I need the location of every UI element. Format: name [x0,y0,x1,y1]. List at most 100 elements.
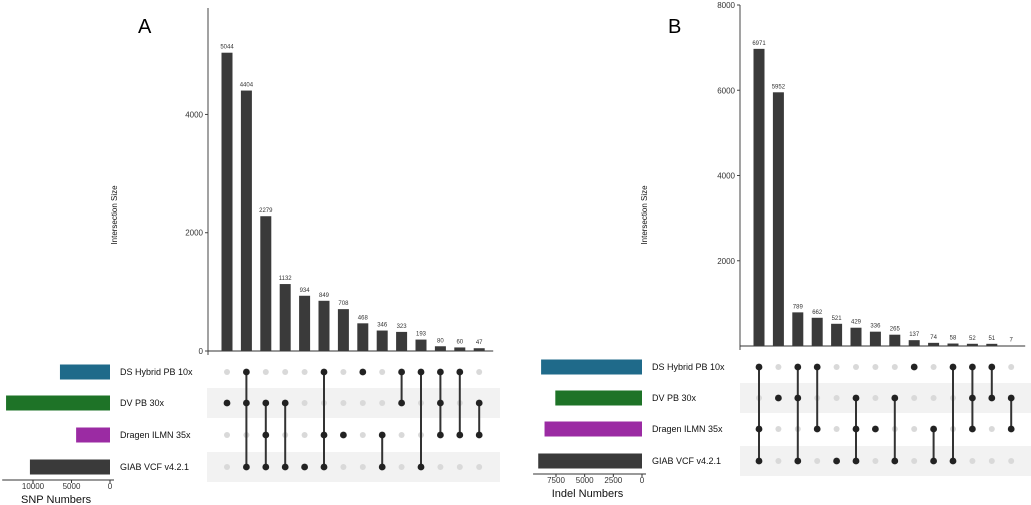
intersection-bar [850,327,862,346]
bar-value-label: 662 [812,310,823,316]
y-axis-title: Intersection Size [110,185,119,245]
bar-value-label: 58 [950,336,957,342]
matrix-dot-active [475,431,483,439]
bar-value-label: 6971 [752,41,766,47]
matrix-dot-inactive [891,364,898,370]
matrix-dot-active [262,399,270,407]
matrix-dot-active [949,457,957,465]
matrix-dot-active [281,399,289,407]
intersection-bar [908,340,920,346]
bar-value-label: 346 [377,323,388,329]
matrix-dot-active [852,425,860,433]
matrix-dot-active [223,399,231,407]
bar-value-label: 323 [397,324,408,330]
matrix-dot-active [378,463,386,471]
bar-value-label: 74 [930,335,937,341]
set-size-axis-title: SNP Numbers [21,494,92,505]
y-axis-title: Intersection Size [640,185,649,245]
matrix-dot-inactive [833,395,840,401]
matrix-dot-active [891,457,899,465]
matrix-dot-active [475,399,483,407]
matrix-dot-inactive [872,458,879,464]
matrix-dot-active [852,457,860,465]
bar-value-label: 5044 [220,45,234,51]
set-size-bar [555,390,642,406]
set-size-bar [538,453,642,469]
intersection-bar [753,48,765,347]
matrix-dot-inactive [988,426,995,432]
matrix-dot-inactive [379,400,386,406]
matrix-dot-active [794,363,802,371]
matrix-dot-active [437,431,444,439]
bar-value-label: 60 [456,339,463,345]
intersection-bar [221,52,233,351]
set-size-tick-label: 7500 [547,476,565,485]
set-size-bar [76,427,110,443]
intersection-bar [889,334,901,346]
matrix-dot-active [755,425,763,433]
panel-a: A 0 2000 4000 Intersection Size 5044 4404 2279 1… [2,8,500,505]
intersection-bar [966,343,978,346]
matrix-dot-inactive [833,426,840,432]
matrix-dot-inactive [301,432,308,438]
set-size-bar [6,395,110,411]
y-tick-label: 2000 [185,229,203,238]
y-tick-label: 8000 [717,1,735,10]
matrix-dot-active [872,425,879,433]
matrix-dot-active [398,368,405,376]
y-tick-label: 6000 [717,86,735,95]
bar-value-label: 265 [890,327,901,333]
matrix-dot-active [243,399,250,407]
set-size-tick-label: 5000 [576,476,594,485]
matrix-dot-active [340,431,347,439]
matrix-dot-inactive [930,364,937,370]
bar-value-label: 7 [1010,338,1014,344]
intersection-bar [318,300,330,351]
intersection-bar [869,331,881,346]
matrix-dot-inactive [1008,458,1015,464]
intersection-bar [415,339,427,351]
bar-value-label: 849 [319,293,330,299]
matrix-row-stripe [740,383,1031,413]
bar-value-label: 52 [969,336,976,342]
intersection-bar [473,348,485,351]
set-size-tick-label: 0 [640,476,645,485]
set-label: GIAB VCF v4.2.1 [120,462,189,472]
matrix-dot-inactive [872,364,879,370]
matrix-dot-active [794,457,802,465]
intersection-bar [831,323,843,346]
bar-value-label: 51 [988,336,995,342]
matrix-dot-inactive [340,464,347,470]
matrix-dot-active [755,363,763,371]
matrix-dot-inactive [872,395,879,401]
matrix-dot-active [437,368,444,376]
intersection-bar [279,284,291,351]
matrix-row-stripe [207,452,500,482]
matrix-dot-active [930,457,937,465]
matrix-dot-active [852,394,860,402]
matrix-dot-inactive [398,464,405,470]
matrix-dot-inactive [359,400,366,406]
bar-value-label: 137 [909,332,920,338]
matrix-dot-active [930,425,937,433]
panel-b: B 2000 4000 6000 8000 Intersection Size 6971 59… [533,1,1031,500]
matrix-dot-active [398,399,405,407]
matrix-dot-active [969,394,976,402]
matrix-dot-active [320,368,328,376]
matrix-dot-active [262,431,270,439]
intersection-bar [986,343,998,346]
panel-label: A [138,16,152,38]
matrix-dot-active [755,457,763,465]
set-label: Dragen ILMN 35x [652,424,723,434]
set-label: Dragen ILMN 35x [120,430,191,440]
bar-value-label: 5952 [772,84,786,90]
matrix-dot-active [456,431,464,439]
matrix-dot-inactive [224,432,230,438]
matrix-dot-inactive [262,369,269,375]
intersection-bar [792,312,804,346]
y-tick-label: 0 [199,347,204,356]
intersection-bar [454,347,466,351]
matrix-dot-inactive [340,400,347,406]
matrix-dot-inactive [224,369,230,375]
matrix-row-stripe [207,388,500,418]
